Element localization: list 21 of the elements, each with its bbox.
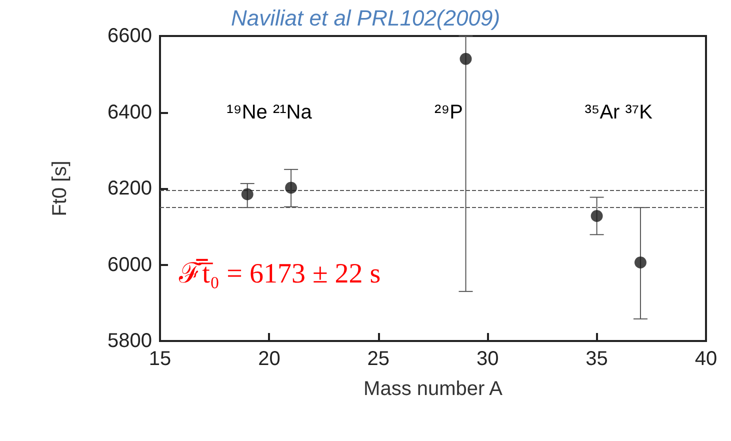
y-tick-label: 6400 xyxy=(108,101,152,124)
annotation: ²⁹P xyxy=(434,101,464,124)
x-tick-label: 30 xyxy=(476,348,499,370)
x-tick-label: 25 xyxy=(367,348,390,370)
x-axis-title: Mass number A xyxy=(364,378,504,400)
x-tick-label: 35 xyxy=(586,348,608,370)
point xyxy=(285,182,298,194)
annotation: ℱ̅t̅₀ = 6173 ± 22 s xyxy=(178,258,381,290)
y-tick-label: 6600 xyxy=(108,25,152,47)
x-tick-label: 20 xyxy=(258,348,280,370)
point xyxy=(460,52,472,65)
chart-title: Naviliat et al PRL102(2009) xyxy=(230,6,500,30)
point xyxy=(634,256,646,268)
y-axis-title: Ft0 [s] xyxy=(49,160,71,216)
point xyxy=(590,210,603,222)
x-tick-label: 40 xyxy=(694,348,718,370)
point xyxy=(241,188,254,200)
y-tick-label: 6000 xyxy=(108,254,152,276)
annotation: ¹⁹Ne ²¹Na xyxy=(226,101,313,124)
y-tick-label: 6200 xyxy=(108,178,152,200)
annotation: ³⁵Ar ³⁷K xyxy=(584,101,654,124)
